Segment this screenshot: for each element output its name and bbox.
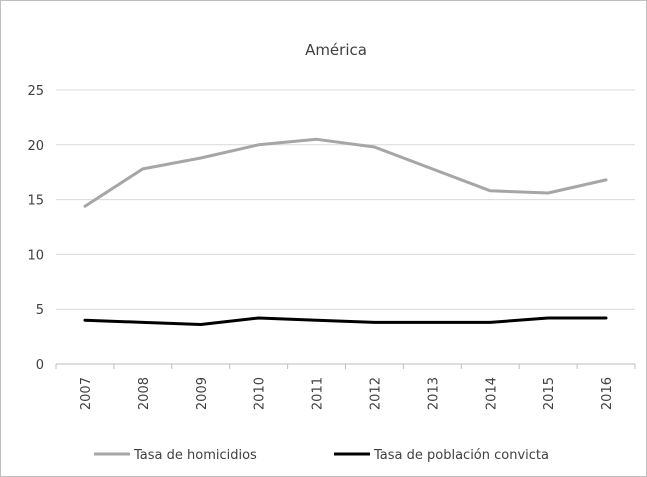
x-tick-label: 2015 <box>542 377 557 410</box>
y-tick-label: 15 <box>27 194 44 209</box>
legend-label: Tasa de homicidios <box>133 448 257 463</box>
y-tick-label: 10 <box>27 248 44 263</box>
x-tick-label: 2013 <box>426 377 441 410</box>
chart-title: América <box>305 41 367 59</box>
legend: Tasa de homicidios Tasa de población conv… <box>94 448 549 463</box>
x-tick-label: 2008 <box>137 377 152 410</box>
x-tick-label: 2014 <box>484 377 499 410</box>
series-lines <box>83 137 608 326</box>
y-tick-label: 20 <box>27 139 44 154</box>
y-tick-label: 5 <box>36 303 44 318</box>
y-tick-label: 0 <box>36 358 44 373</box>
x-tick-labels: 2007 2008 2009 2010 2011 2012 2013 2014 2015 2016 <box>79 377 615 410</box>
legend-label: Tasa de población convicta <box>373 448 549 463</box>
gridlines <box>56 89 635 310</box>
x-tick-label: 2009 <box>195 377 210 410</box>
y-axis: 0 5 10 15 20 25 <box>27 84 44 373</box>
x-tick-label: 2010 <box>253 377 268 410</box>
x-tick-label: 2007 <box>79 377 94 410</box>
y-tick-label: 25 <box>27 84 44 99</box>
x-axis <box>55 363 636 369</box>
x-tick-label: 2016 <box>600 377 615 410</box>
x-tick-label: 2011 <box>311 377 326 410</box>
x-tick-label: 2012 <box>368 377 383 410</box>
series-line-0 <box>83 137 608 208</box>
series-line-1 <box>83 316 608 326</box>
